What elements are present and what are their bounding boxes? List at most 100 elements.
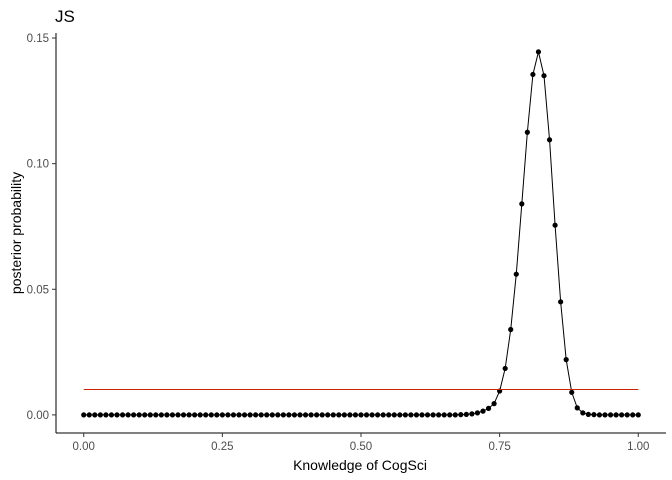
posterior-point <box>535 49 542 55</box>
posterior-point <box>108 412 115 418</box>
y-tick-label: 0.10 <box>27 159 49 171</box>
posterior-point <box>580 410 586 416</box>
posterior-point <box>169 412 176 418</box>
posterior-point <box>552 222 558 228</box>
posterior-point <box>325 412 331 418</box>
x-tick-label: 0.25 <box>211 441 233 453</box>
posterior-point <box>458 412 464 418</box>
posterior-point <box>308 412 314 418</box>
posterior-point <box>131 412 137 418</box>
posterior-point <box>491 401 497 407</box>
posterior-point <box>119 412 126 418</box>
posterior-point <box>280 412 286 418</box>
posterior-point <box>203 412 209 418</box>
posterior-point <box>596 412 603 418</box>
posterior-point <box>241 412 248 418</box>
posterior-point <box>408 412 414 418</box>
posterior-point <box>358 412 364 418</box>
posterior-point <box>630 412 636 418</box>
posterior-point <box>419 412 425 418</box>
posterior-point <box>546 137 553 143</box>
posterior-point <box>558 299 564 305</box>
y-tick-label: 0.05 <box>27 284 49 296</box>
posterior-point <box>375 412 381 418</box>
posterior-point <box>314 412 320 418</box>
posterior-point <box>269 412 275 418</box>
posterior-point <box>291 412 298 418</box>
posterior-point <box>153 412 159 418</box>
posterior-point <box>524 129 530 135</box>
posterior-point <box>175 412 181 418</box>
posterior-point <box>275 412 281 418</box>
posterior-point <box>103 412 109 418</box>
posterior-point <box>369 412 375 418</box>
posterior-point <box>330 412 336 418</box>
posterior-point <box>585 411 591 418</box>
posterior-point <box>347 412 353 418</box>
x-tick-label: 1.00 <box>627 441 649 453</box>
posterior-point <box>391 412 397 418</box>
y-axis-label: posterior probability <box>8 172 24 294</box>
posterior-point <box>253 412 259 418</box>
posterior-point <box>602 412 608 418</box>
posterior-line <box>83 51 639 416</box>
posterior-point <box>469 411 475 417</box>
posterior-point <box>230 412 237 418</box>
posterior-point <box>81 412 87 418</box>
posterior-point <box>447 412 453 418</box>
posterior-point <box>247 412 253 418</box>
posterior-point <box>142 412 148 418</box>
posterior-point <box>302 412 309 418</box>
posterior-point <box>192 412 198 418</box>
posterior-point <box>519 201 525 207</box>
posterior-point <box>197 412 203 418</box>
posterior-point <box>297 412 303 418</box>
posterior-point <box>569 389 575 395</box>
x-tick-label: 0.00 <box>73 441 95 453</box>
posterior-point <box>158 412 164 418</box>
chart-title: JS <box>55 7 75 26</box>
posterior-point <box>97 412 103 418</box>
plot-area <box>81 49 641 418</box>
posterior-point <box>219 412 225 418</box>
posterior-point <box>413 412 420 418</box>
x-axis-label: Knowledge of CogSci <box>293 457 427 473</box>
posterior-point <box>208 412 214 418</box>
posterior-point <box>136 412 142 418</box>
posterior-point <box>164 412 170 418</box>
x-axis: 0.00 0.25 0.50 0.75 1.00 <box>73 433 649 453</box>
posterior-point <box>147 412 153 418</box>
posterior-point <box>125 412 131 418</box>
x-tick-label: 0.50 <box>350 441 372 453</box>
posterior-point <box>386 412 392 418</box>
posterior-point <box>441 412 447 418</box>
posterior-point <box>430 412 436 418</box>
posterior-point <box>530 71 536 78</box>
posterior-point <box>258 412 264 418</box>
posterior-point <box>463 411 469 418</box>
posterior-point <box>225 412 231 418</box>
posterior-point <box>341 412 347 418</box>
posterior-point <box>452 412 458 418</box>
posterior-point <box>214 412 220 418</box>
posterior-point <box>591 412 597 418</box>
posterior-point <box>624 412 630 418</box>
posterior-point <box>485 405 492 411</box>
x-tick-label: 0.75 <box>488 441 510 453</box>
y-axis: 0.00 0.05 0.10 0.15 <box>27 33 56 422</box>
posterior-point <box>352 412 359 418</box>
posterior-point <box>541 73 547 79</box>
posterior-point <box>114 412 120 418</box>
posterior-point <box>92 412 98 418</box>
posterior-point <box>186 412 192 418</box>
y-tick-label: 0.00 <box>27 410 49 422</box>
posterior-point <box>613 412 619 418</box>
posterior-point <box>86 412 92 418</box>
posterior-point <box>236 412 242 418</box>
posterior-point <box>474 410 481 416</box>
posterior-point <box>180 412 187 418</box>
posterior-point <box>436 412 442 418</box>
posterior-point <box>402 412 408 418</box>
posterior-point <box>635 412 641 418</box>
